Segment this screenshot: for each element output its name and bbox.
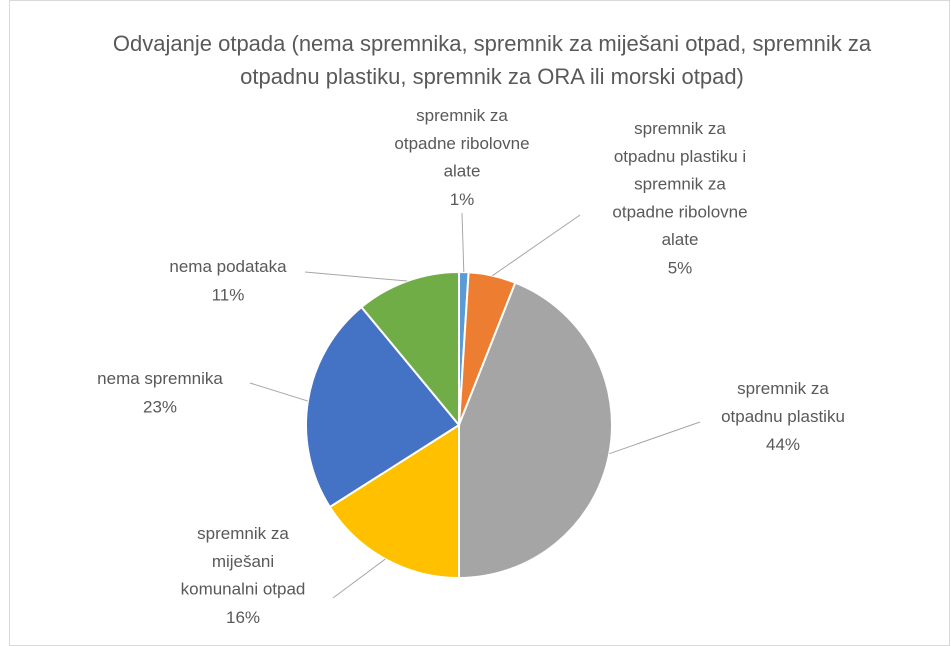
leader-line	[304, 271, 408, 282]
slice-label: nema podataka	[169, 257, 287, 276]
slice-value-label: 44%	[766, 435, 800, 454]
slice-label: spremnik za miješani komunalni otpad	[181, 524, 306, 599]
slice-value-label: 16%	[226, 608, 260, 627]
slice-label: nema spremnika	[97, 369, 223, 388]
pie-slice	[360, 270, 460, 428]
slice-label: spremnik za otpadnu plastiku i spremnik za…	[612, 119, 747, 249]
leader-line	[332, 558, 386, 599]
slice-value-label: 23%	[143, 397, 177, 416]
leader-line	[492, 214, 581, 277]
pie-slice	[328, 423, 460, 580]
chart-title: Odvajanje otpada (nema spremnika, spremn…	[113, 31, 872, 89]
slice-label: spremnik za otpadne ribolovne alate	[394, 106, 529, 181]
slice-value-label: 5%	[668, 258, 693, 277]
slice-value-label: 11%	[212, 285, 245, 304]
leader-line	[461, 212, 465, 273]
slice-value-label: 1%	[450, 190, 475, 209]
leader-line	[609, 421, 701, 455]
slice-label: spremnik za otpadnu plastiku	[721, 379, 845, 426]
leader-line	[249, 382, 309, 402]
